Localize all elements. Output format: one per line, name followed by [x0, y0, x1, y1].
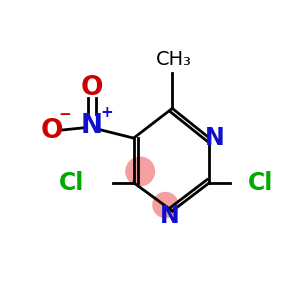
Text: Cl: Cl — [59, 171, 85, 195]
Text: CH₃: CH₃ — [156, 50, 192, 69]
Text: Cl: Cl — [248, 171, 274, 195]
Text: −: − — [58, 107, 71, 122]
Text: N: N — [159, 204, 179, 228]
Text: N: N — [205, 126, 225, 150]
Text: +: + — [100, 105, 113, 120]
Text: O: O — [41, 118, 63, 144]
Text: O: O — [81, 75, 103, 101]
Circle shape — [126, 157, 154, 186]
Text: N: N — [81, 113, 103, 139]
Circle shape — [153, 193, 178, 217]
